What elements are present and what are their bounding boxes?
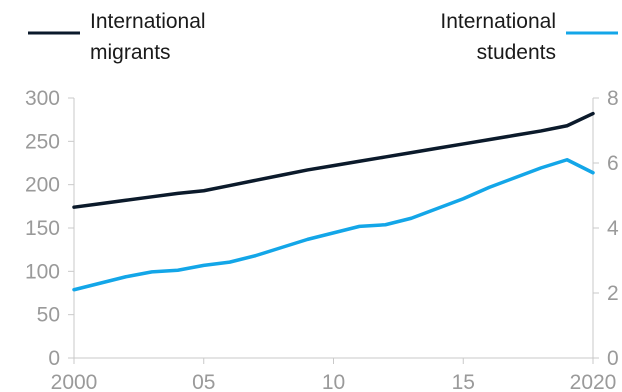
x-tick-label: 10 (322, 371, 345, 392)
y-left-tick-label: 100 (25, 260, 60, 283)
legend-migrants-label-line1: International (90, 10, 206, 33)
y-left-tick-label: 200 (25, 174, 60, 197)
legend-students-label-line1: International (440, 10, 556, 33)
y-right-tick-label: 2 (607, 282, 619, 305)
migrants-series-line (72, 111, 595, 209)
students-series-line (72, 158, 595, 292)
x-tick-label: 15 (452, 371, 475, 392)
x-axis-ticks: 2000 05 10 15 2020 (51, 358, 617, 392)
series-group (72, 111, 595, 292)
y-left-tick-label: 300 (25, 87, 60, 110)
legend-migrants-label-line2: migrants (90, 41, 171, 64)
y-right-tick-label: 8 (607, 87, 619, 110)
y-left-tick-label: 0 (48, 347, 60, 370)
y-left-tick-label: 50 (37, 304, 60, 327)
y-right-tick-label: 4 (607, 217, 619, 240)
y-axis-left-ticks: 0 50 100 150 200 250 300 (25, 87, 74, 370)
y-right-tick-label: 6 (607, 152, 619, 175)
x-tick-label: 05 (192, 371, 215, 392)
legend: International migrants International stu… (28, 10, 618, 64)
x-tick-label: 2000 (51, 371, 98, 392)
x-tick-label: 2020 (570, 371, 617, 392)
legend-students-label-line2: students (477, 41, 556, 64)
y-axis-right-ticks: 0 2 4 6 8 (593, 87, 619, 370)
y-left-tick-label: 250 (25, 130, 60, 153)
y-right-tick-label: 0 (607, 347, 619, 370)
y-left-tick-label: 150 (25, 217, 60, 240)
